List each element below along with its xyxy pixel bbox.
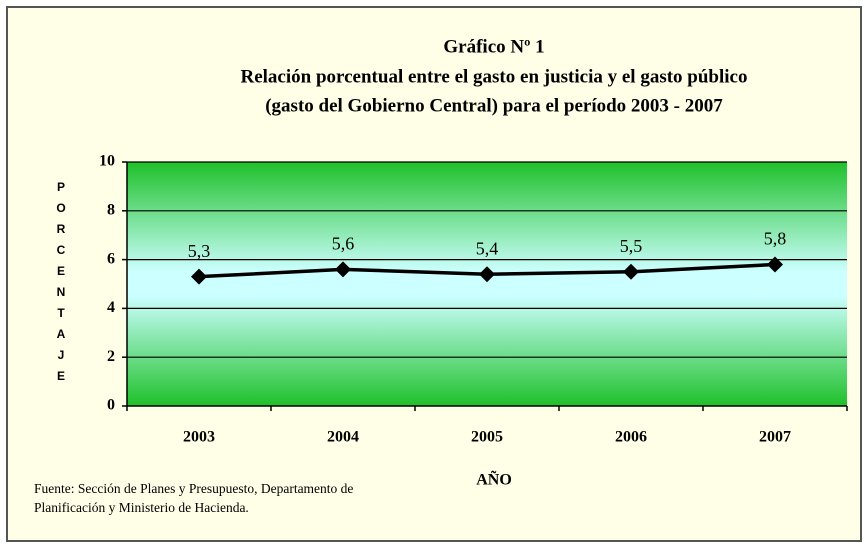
x-axis-label: AÑO <box>476 470 512 489</box>
x-tick-label: 2005 <box>471 429 503 446</box>
chart-title: Gráfico Nº 1 <box>443 36 544 57</box>
data-marker <box>479 266 495 283</box>
data-label: 5,5 <box>620 236 643 256</box>
y-tick-label: 4 <box>107 299 115 316</box>
chart: Gráfico Nº 1 Relación porcentual entre e… <box>99 36 848 489</box>
y-tick-label: 2 <box>107 348 115 365</box>
source-note: Fuente: Sección de Planes y Presupuesto,… <box>34 481 354 515</box>
y-axis-label: PORCENTAJE <box>54 180 68 390</box>
x-tick-label: 2006 <box>615 429 647 446</box>
y-tick-label: 10 <box>99 153 115 170</box>
data-label: 5,4 <box>476 238 499 258</box>
data-marker <box>335 261 351 278</box>
x-tick-label: 2004 <box>327 429 359 446</box>
data-label: 5,3 <box>188 241 211 261</box>
chart-subtitle: Relación porcentual entre el gasto en ju… <box>241 66 748 87</box>
y-tick-label: 8 <box>107 201 115 218</box>
data-label: 5,8 <box>764 229 787 249</box>
data-marker <box>623 263 639 280</box>
chart-subtitle: (gasto del Gobierno Central) para el per… <box>265 95 723 116</box>
data-marker <box>191 268 207 285</box>
y-tick-label: 6 <box>107 250 115 267</box>
data-label: 5,6 <box>332 233 355 253</box>
x-tick-label: 2007 <box>759 429 791 446</box>
chart-frame: Gráfico Nº 1 Relación porcentual entre e… <box>6 6 862 542</box>
y-tick-label: 0 <box>107 397 115 414</box>
data-marker <box>767 256 783 273</box>
plot-area <box>127 162 847 406</box>
x-tick-label: 2003 <box>183 429 215 446</box>
